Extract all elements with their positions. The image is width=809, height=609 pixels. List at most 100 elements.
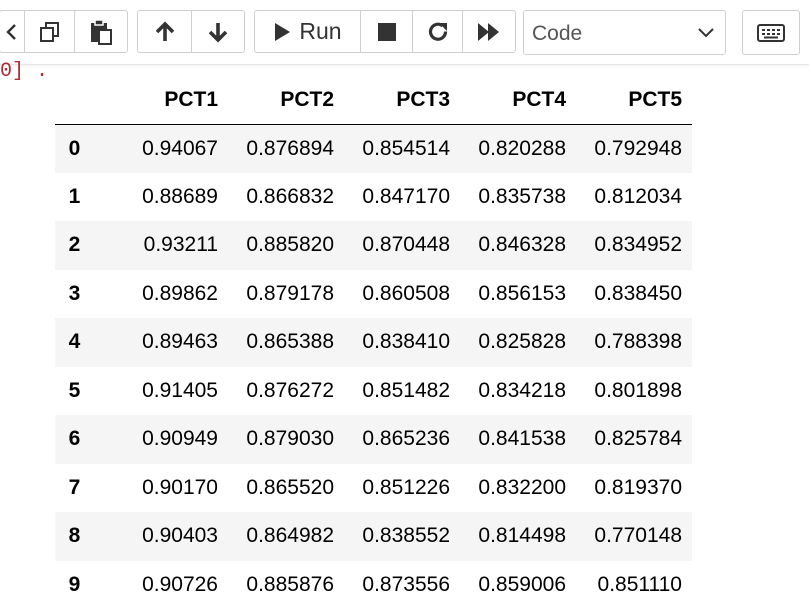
cut-button[interactable]: [0, 11, 25, 52]
command-palette-button[interactable]: [742, 10, 800, 55]
run-button-label: Run: [299, 18, 341, 45]
table-cell: 0.93211: [90, 221, 228, 270]
table-cell: 0.825784: [576, 415, 692, 464]
table-cell: 0.819370: [576, 464, 692, 513]
table-cell: 0.90949: [90, 415, 228, 464]
table-cell: 0.860508: [344, 270, 460, 319]
column-header-pct2: PCT2: [228, 76, 344, 124]
table-cell: 0.91405: [90, 367, 228, 416]
table-cell: 0.879178: [228, 270, 344, 319]
move-up-button[interactable]: [138, 11, 192, 52]
table-cell: 0.814498: [460, 512, 576, 561]
index-header: [55, 76, 90, 124]
table-cell: 0.788398: [576, 318, 692, 367]
table-cell: 0.854514: [344, 124, 460, 173]
row-index: 1: [55, 173, 90, 222]
table-cell: 0.89862: [90, 270, 228, 319]
run-button[interactable]: Run: [255, 11, 361, 52]
table-cell: 0.838552: [344, 512, 460, 561]
table-cell: 0.851110: [576, 561, 692, 609]
cell-type-select[interactable]: Code: [523, 10, 726, 55]
table-cell: 0.90726: [90, 561, 228, 609]
table-cell: 0.835738: [460, 173, 576, 222]
table-cell: 0.876272: [228, 367, 344, 416]
table-row: 6 0.90949 0.879030 0.865236 0.841538 0.8…: [55, 415, 692, 464]
table-cell: 0.873556: [344, 561, 460, 609]
table-cell: 0.834218: [460, 367, 576, 416]
table-cell: 0.846328: [460, 221, 576, 270]
run-button-group: Run: [254, 10, 516, 53]
table-cell: 0.88689: [90, 173, 228, 222]
header-row: PCT1 PCT2 PCT3 PCT4 PCT5: [55, 76, 692, 124]
table-cell: 0.851482: [344, 367, 460, 416]
table-cell: 0.834952: [576, 221, 692, 270]
move-down-button[interactable]: [192, 11, 244, 52]
table-cell: 0.865236: [344, 415, 460, 464]
table-cell: 0.856153: [460, 270, 576, 319]
interrupt-button[interactable]: [361, 11, 413, 52]
table-row: 3 0.89862 0.879178 0.860508 0.856153 0.8…: [55, 270, 692, 319]
restart-run-all-button[interactable]: [463, 11, 515, 52]
paste-icon: [89, 19, 113, 45]
fast-forward-icon: [476, 21, 502, 43]
table-cell: 0.866832: [228, 173, 344, 222]
table-cell: 0.825828: [460, 318, 576, 367]
table-cell: 0.90403: [90, 512, 228, 561]
table-cell: 0.770148: [576, 512, 692, 561]
table-cell: 0.94067: [90, 124, 228, 173]
chevron-down-icon: [697, 25, 715, 39]
table-cell: 0.865520: [228, 464, 344, 513]
move-button-group: [137, 10, 245, 53]
restart-button[interactable]: [413, 11, 463, 52]
row-index: 5: [55, 367, 90, 416]
table-cell: 0.792948: [576, 124, 692, 173]
arrow-down-icon: [207, 20, 229, 44]
table-row: 0 0.94067 0.876894 0.854514 0.820288 0.7…: [55, 124, 692, 173]
row-index: 6: [55, 415, 90, 464]
copy-button[interactable]: [25, 11, 75, 52]
row-index: 3: [55, 270, 90, 319]
table-cell: 0.870448: [344, 221, 460, 270]
arrow-up-icon: [154, 20, 176, 44]
table-row: 7 0.90170 0.865520 0.851226 0.832200 0.8…: [55, 464, 692, 513]
copy-icon: [38, 20, 62, 44]
table-cell: 0.838450: [576, 270, 692, 319]
table-row: 8 0.90403 0.864982 0.838552 0.814498 0.7…: [55, 512, 692, 561]
row-index: 9: [55, 561, 90, 609]
keyboard-icon: [757, 24, 785, 42]
table-cell: 0.879030: [228, 415, 344, 464]
table-row: 1 0.88689 0.866832 0.847170 0.835738 0.8…: [55, 173, 692, 222]
table-cell: 0.812034: [576, 173, 692, 222]
row-index: 0: [55, 124, 90, 173]
table-cell: 0.876894: [228, 124, 344, 173]
table-cell: 0.90170: [90, 464, 228, 513]
table-cell: 0.838410: [344, 318, 460, 367]
play-icon: [273, 21, 291, 43]
table-row: 4 0.89463 0.865388 0.838410 0.825828 0.7…: [55, 318, 692, 367]
column-header-pct1: PCT1: [90, 76, 228, 124]
table-body: 0 0.94067 0.876894 0.854514 0.820288 0.7…: [55, 124, 692, 609]
table-cell: 0.832200: [460, 464, 576, 513]
chevron-left-icon: [5, 21, 19, 43]
row-index: 2: [55, 221, 90, 270]
table-cell: 0.864982: [228, 512, 344, 561]
stop-icon: [377, 22, 397, 42]
table-cell: 0.859006: [460, 561, 576, 609]
edit-button-group: [0, 10, 128, 53]
paste-button[interactable]: [75, 11, 127, 52]
restart-icon: [426, 20, 450, 44]
cell-type-value: Code: [532, 22, 582, 46]
column-header-pct5: PCT5: [576, 76, 692, 124]
table-cell: 0.865388: [228, 318, 344, 367]
table-cell: 0.851226: [344, 464, 460, 513]
output-prompt: 0] .: [0, 60, 48, 83]
table-row: 5 0.91405 0.876272 0.851482 0.834218 0.8…: [55, 367, 692, 416]
row-index: 4: [55, 318, 90, 367]
table-cell: 0.847170: [344, 173, 460, 222]
table-cell: 0.820288: [460, 124, 576, 173]
table-cell: 0.885876: [228, 561, 344, 609]
table-row: 2 0.93211 0.885820 0.870448 0.846328 0.8…: [55, 221, 692, 270]
table-row: 9 0.90726 0.885876 0.873556 0.859006 0.8…: [55, 561, 692, 609]
row-index: 7: [55, 464, 90, 513]
table-cell: 0.89463: [90, 318, 228, 367]
